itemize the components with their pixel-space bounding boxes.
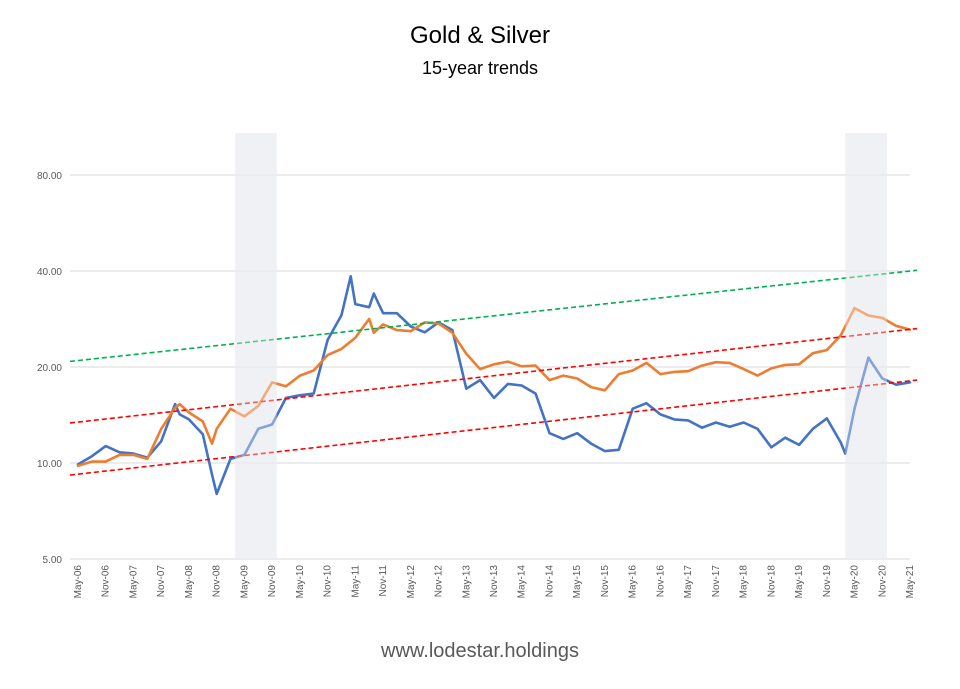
shaded-period-veil-1 — [845, 133, 887, 559]
y-tick-label: 5.00 — [43, 555, 63, 566]
x-tick-label: Nov-15 — [600, 565, 611, 598]
trendline-2 — [69, 379, 918, 476]
x-tick-label: Nov-08 — [212, 565, 223, 598]
x-tick-label: May-12 — [406, 565, 417, 599]
shaded-period-0 — [235, 133, 277, 559]
x-tick-label: May-13 — [461, 565, 472, 599]
x-tick-label: Nov-20 — [877, 565, 888, 598]
x-tick-label: Nov-10 — [323, 565, 334, 598]
x-tick-label: May-21 — [905, 565, 916, 599]
x-tick-label: May-11 — [350, 565, 361, 598]
x-tick-label: May-09 — [239, 565, 250, 599]
chart-title: Gold & Silver — [409, 22, 551, 49]
x-tick-label: Nov-18 — [766, 565, 777, 598]
chart-subtitle: 15-year trends — [421, 58, 539, 78]
series-line-0 — [76, 274, 912, 496]
x-tick-label: Nov-19 — [822, 565, 833, 598]
x-tick-label: Nov-06 — [101, 565, 112, 598]
x-tick-label: Nov-16 — [655, 565, 666, 598]
x-tick-label: Nov-13 — [489, 565, 500, 598]
x-tick-label: Nov-12 — [434, 565, 445, 598]
footer-url: www.lodestar.holdings — [381, 640, 579, 662]
x-tick-label: Nov-14 — [544, 565, 555, 598]
x-tick-label: Nov-07 — [156, 565, 167, 598]
x-tick-label: Nov-09 — [267, 565, 278, 598]
x-tick-label: May-10 — [295, 565, 306, 599]
trendline-1 — [69, 327, 918, 424]
shaded-period-veil-0 — [235, 133, 277, 559]
x-tick-label: May-17 — [683, 565, 694, 599]
trendline-0 — [69, 269, 918, 363]
x-tick-label: May-06 — [73, 565, 84, 599]
x-tick-label: May-19 — [794, 565, 805, 599]
y-tick-label: 80.00 — [37, 171, 62, 182]
x-tick-label: May-07 — [128, 565, 139, 599]
x-tick-label: May-18 — [739, 565, 750, 599]
series-line-1 — [76, 306, 912, 468]
x-tick-label: May-20 — [850, 565, 861, 599]
x-tick-label: Nov-17 — [711, 565, 722, 598]
y-tick-label: 10.00 — [37, 459, 62, 470]
x-tick-label: May-08 — [184, 565, 195, 599]
x-tick-label: May-14 — [517, 565, 528, 599]
y-tick-label: 20.00 — [37, 363, 62, 374]
y-tick-label: 40.00 — [37, 267, 62, 278]
x-tick-label: Nov-11 — [378, 565, 389, 597]
x-tick-label: May-16 — [628, 565, 639, 599]
shaded-period-1 — [845, 133, 887, 559]
x-tick-label: May-15 — [572, 565, 583, 599]
